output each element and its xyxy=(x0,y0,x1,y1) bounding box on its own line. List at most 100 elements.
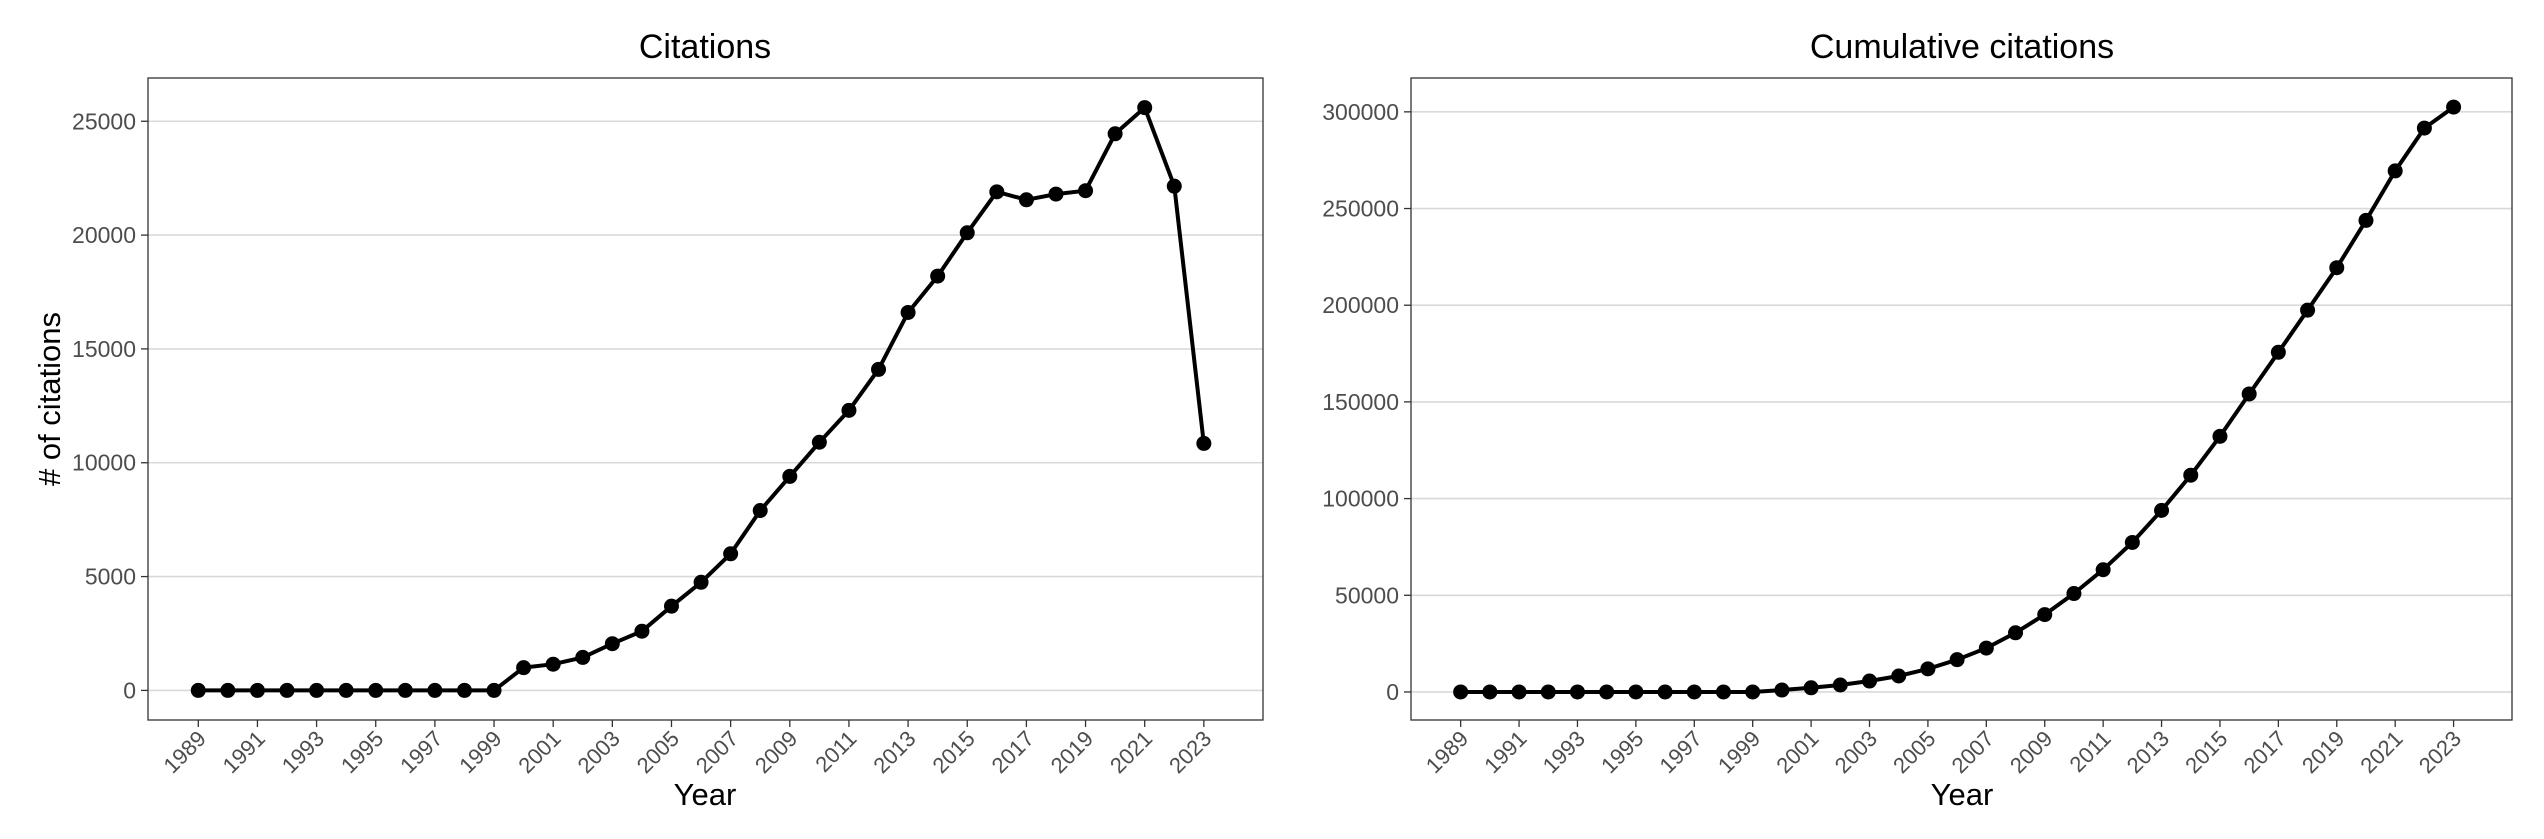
data-point xyxy=(1920,661,1936,677)
y-tick-label: 20000 xyxy=(72,222,136,248)
chart-title: Citations xyxy=(639,28,771,66)
y-axis-title: # of citations xyxy=(32,312,67,486)
x-tick-label: 1989 xyxy=(1421,726,1473,778)
data-point xyxy=(1196,435,1212,451)
x-tick-label: 2023 xyxy=(2414,726,2466,778)
x-tick-label: 2007 xyxy=(1947,726,1999,778)
x-tick-label: 1997 xyxy=(1655,726,1707,778)
data-point xyxy=(604,636,620,652)
x-tick-label: 2001 xyxy=(1771,726,1823,778)
data-point xyxy=(1137,100,1153,116)
data-point xyxy=(930,268,946,284)
data-point xyxy=(516,660,532,676)
data-point xyxy=(2416,120,2432,136)
x-tick-label: 2023 xyxy=(1164,726,1216,778)
data-point xyxy=(1774,682,1790,698)
y-tick-label: 0 xyxy=(1386,679,1399,705)
data-point xyxy=(1599,684,1615,700)
data-point xyxy=(2329,260,2345,276)
cumulative-citations-chart: Cumulative citations Year 0 50000 100000 15… xyxy=(1322,28,2513,812)
data-point xyxy=(1453,684,1469,700)
x-tick-label: 1999 xyxy=(454,726,506,778)
data-point xyxy=(871,361,887,377)
data-point xyxy=(368,682,384,698)
y-tick-label: 25000 xyxy=(72,108,136,134)
data-point xyxy=(2358,212,2374,228)
x-tick-label: 2003 xyxy=(1830,726,1882,778)
series-line xyxy=(1460,105,2455,694)
x-tick-label: 1995 xyxy=(336,726,388,778)
data-point xyxy=(959,225,975,241)
x-tick-label: 2015 xyxy=(2180,726,2232,778)
y-tick-label: 50000 xyxy=(1335,582,1399,608)
plot-border xyxy=(1410,77,2513,721)
plot-border xyxy=(147,77,1264,721)
x-tick-label: 2013 xyxy=(2122,726,2174,778)
data-point xyxy=(811,434,827,450)
data-point xyxy=(1166,178,1182,194)
x-tick-label: 1999 xyxy=(1713,726,1765,778)
x-axis-title: Year xyxy=(674,777,737,812)
y-tick-label: 15000 xyxy=(72,336,136,362)
data-point xyxy=(2183,467,2199,483)
data-point xyxy=(397,682,413,698)
data-point xyxy=(1832,677,1848,693)
data-point xyxy=(723,546,739,562)
y-tick-label: 300000 xyxy=(1322,99,1399,125)
x-tick-label: 2019 xyxy=(1046,726,1098,778)
data-point xyxy=(190,682,206,698)
data-point xyxy=(486,682,502,698)
data-point xyxy=(1686,684,1702,700)
x-tick-label: 2017 xyxy=(987,726,1039,778)
data-point xyxy=(1628,684,1644,700)
data-point xyxy=(1018,192,1034,208)
data-point xyxy=(1862,673,1878,689)
x-tick-label: 1991 xyxy=(218,726,270,778)
data-point xyxy=(2066,586,2082,602)
data-point xyxy=(1107,126,1123,142)
data-point xyxy=(989,184,1005,200)
y-tick-label: 100000 xyxy=(1322,486,1399,512)
data-point xyxy=(1540,684,1556,700)
data-point xyxy=(2212,428,2228,444)
x-axis-title: Year xyxy=(1931,777,1994,812)
data-point xyxy=(1511,684,1527,700)
x-tick-label: 2011 xyxy=(810,726,861,777)
data-point xyxy=(752,503,768,519)
x-tick-label: 2009 xyxy=(750,726,802,778)
data-point xyxy=(1048,186,1064,202)
x-tick-label: 2003 xyxy=(573,726,625,778)
data-point xyxy=(1891,668,1907,684)
data-point xyxy=(1803,680,1819,696)
x-tick-label: 2005 xyxy=(632,726,684,778)
data-point xyxy=(1078,183,1094,199)
y-tick-label: 200000 xyxy=(1322,292,1399,318)
data-point xyxy=(338,682,354,698)
x-tick-label: 2021 xyxy=(2355,726,2407,778)
data-point xyxy=(841,402,857,418)
data-point xyxy=(2037,607,2053,623)
data-point xyxy=(575,649,591,665)
citations-chart: Citations # of citations Year 0 5000 10000… xyxy=(32,28,1264,812)
y-tick-label: 0 xyxy=(123,677,136,703)
data-point xyxy=(1978,640,1994,656)
data-point xyxy=(309,682,325,698)
data-point xyxy=(1949,652,1965,668)
x-tick-label: 2001 xyxy=(513,726,565,778)
x-tick-label: 2017 xyxy=(2239,726,2291,778)
data-point xyxy=(2154,502,2170,518)
x-tick-label: 2019 xyxy=(2297,726,2349,778)
data-point xyxy=(1482,684,1498,700)
data-point xyxy=(2241,386,2257,402)
data-point xyxy=(1657,684,1673,700)
data-point xyxy=(2446,99,2462,115)
data-point xyxy=(1569,684,1585,700)
data-point xyxy=(249,682,265,698)
y-tick-label: 10000 xyxy=(72,450,136,476)
data-point xyxy=(2387,163,2403,179)
data-point xyxy=(1715,684,1731,700)
data-point xyxy=(900,304,916,320)
y-tick-label: 150000 xyxy=(1322,389,1399,415)
